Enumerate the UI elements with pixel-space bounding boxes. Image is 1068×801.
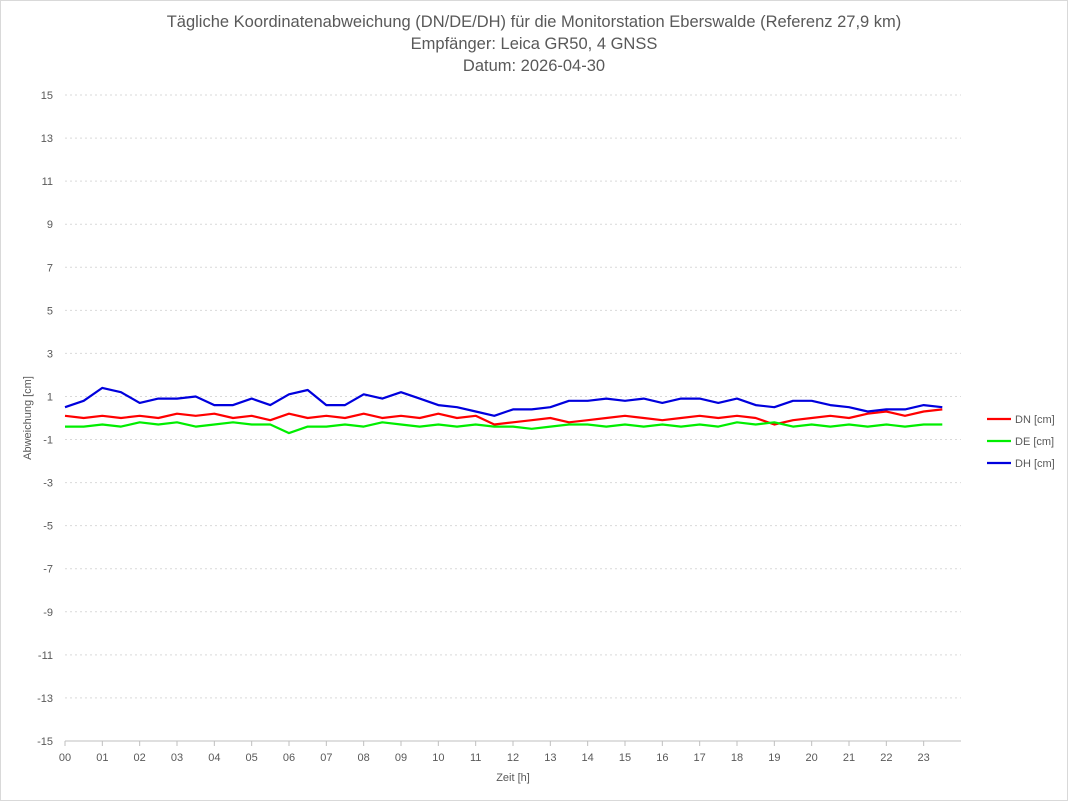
x-tick-label: 12	[507, 752, 519, 764]
series-line-1	[65, 421, 943, 435]
x-tick-label: 07	[320, 752, 332, 764]
series-line-2	[64, 386, 943, 417]
x-axis-title: Zeit [h]	[496, 772, 530, 784]
y-tick-label: -5	[43, 521, 53, 533]
grid-lines	[65, 94, 961, 699]
x-tick-label: 13	[544, 752, 556, 764]
y-tick-label: -7	[43, 564, 53, 576]
y-tick-label: 13	[41, 133, 53, 145]
y-tick-label: 7	[47, 262, 53, 274]
x-tick-label: 23	[918, 752, 930, 764]
y-tick-label: 3	[47, 348, 53, 360]
legend: DN [cm] DE [cm] DH [cm]	[987, 414, 1055, 470]
x-tick-label: 16	[656, 752, 668, 764]
chart-subtitle-date: Datum: 2026-04-30	[462, 57, 606, 75]
y-tick-label: -13	[37, 693, 53, 705]
legend-label-1: DE [cm]	[1015, 436, 1054, 448]
y-axis-title: Abweichung [cm]	[22, 376, 34, 460]
chart-title: Tägliche Koordinatenabweichung (DN/DE/DH…	[166, 13, 902, 31]
x-tick-label: 02	[134, 752, 146, 764]
y-tick-label: 15	[41, 90, 53, 102]
legend-label-2: DH [cm]	[1015, 458, 1055, 470]
y-tick-label: 11	[42, 176, 53, 188]
y-tick-label: -9	[43, 607, 53, 619]
x-tick-label: 15	[619, 752, 631, 764]
x-tick-label: 01	[96, 752, 108, 764]
series-line-0	[64, 408, 943, 426]
x-tick-label: 19	[768, 752, 780, 764]
chart-subtitle-receiver: Empfänger: Leica GR50, 4 GNSS	[410, 35, 658, 53]
x-tick-label: 14	[582, 752, 594, 764]
x-tick-label: 04	[208, 752, 220, 764]
x-tick-label: 00	[59, 752, 71, 764]
y-tick-label: -3	[43, 478, 53, 490]
y-tick-label: -1	[43, 435, 53, 447]
y-tick-label: 5	[47, 305, 53, 317]
y-tick-label: 1	[47, 391, 53, 403]
y-axis-ticks: 15 13 11 9 7 5 3 1 -1 -3 -5 -7 -9 -11 -13 -15	[37, 90, 53, 748]
series-lines	[64, 386, 943, 435]
x-tick-label: 10	[432, 752, 444, 764]
x-tick-label: 17	[694, 752, 706, 764]
x-tick-label: 05	[246, 752, 258, 764]
x-tick-label: 22	[880, 752, 892, 764]
x-tick-label: 09	[395, 752, 407, 764]
y-tick-label: -11	[38, 650, 53, 662]
x-axis: 00 01 02 03 04 05 06 07 08 09 10 11 12 13 14 15 16 17 18 19…	[59, 740, 961, 764]
y-tick-label: 9	[47, 219, 53, 231]
x-tick-label: 08	[358, 752, 370, 764]
x-tick-label: 06	[283, 752, 295, 764]
x-tick-label: 21	[843, 752, 855, 764]
legend-label-0: DN [cm]	[1015, 414, 1055, 426]
x-tick-label: 11	[470, 752, 481, 764]
y-tick-label: -15	[37, 736, 53, 748]
x-tick-label: 03	[171, 752, 183, 764]
chart-title-block: Tägliche Koordinatenabweichung (DN/DE/DH…	[1, 11, 1067, 77]
x-tick-label: 20	[806, 752, 818, 764]
x-tick-label: 18	[731, 752, 743, 764]
